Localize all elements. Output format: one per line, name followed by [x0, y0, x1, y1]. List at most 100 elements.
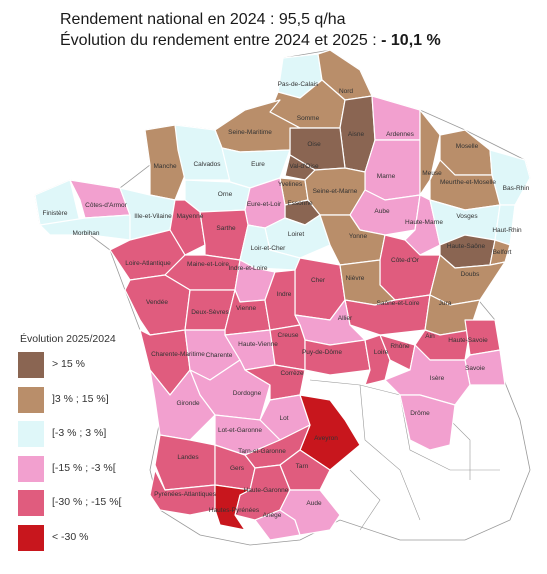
- dept-label-isere: Isère: [430, 375, 445, 382]
- dept-label-haut-rhin: Haut-Rhin: [492, 227, 522, 234]
- dept-label-yvelines: Yvelines: [278, 181, 303, 188]
- dept-label-cotes-d-armor: Côtes-d'Armor: [85, 202, 128, 209]
- dept-label-somme: Somme: [297, 115, 320, 122]
- dept-label-aisne: Aisne: [348, 131, 365, 138]
- dept-label-eure: Eure: [251, 161, 265, 168]
- dept-label-seine-maritime: Seine-Maritime: [228, 129, 272, 136]
- dept-label-puy-de-dome: Puy-de-Dôme: [302, 349, 342, 356]
- dept-label-tarn-et-garonne: Tarn-et-Garonne: [238, 448, 286, 455]
- dept-label-lot: Lot: [279, 415, 288, 422]
- dept-label-vendee: Vendée: [146, 299, 168, 306]
- dept-label-gironde: Gironde: [176, 400, 200, 407]
- dept-label-indre-et-loire: Indre-et-Loire: [228, 265, 267, 272]
- dept-label-loir-et-cher: Loir-et-Cher: [251, 245, 287, 252]
- dept-label-mayenne: Mayenne: [177, 213, 204, 220]
- dept-label-savoie: Savoie: [465, 365, 485, 372]
- dept-label-gers: Gers: [230, 465, 245, 472]
- dept-label-pas-de-calais: Pas-de-Calais: [278, 81, 320, 88]
- dept-label-manche: Manche: [153, 163, 177, 170]
- dept-label-oise: Oise: [307, 141, 321, 148]
- dept-label-deux-sevres: Deux-Sèvres: [191, 309, 229, 316]
- dept-label-maine-et-loire: Maine-et-Loire: [187, 261, 229, 268]
- dept-label-nord: Nord: [339, 88, 353, 95]
- dept-label-aveyron: Aveyron: [314, 435, 338, 442]
- dept-label-loiret: Loiret: [288, 231, 304, 238]
- dept-label-sarthe: Sarthe: [216, 225, 236, 232]
- dept-label-marne: Marne: [377, 173, 396, 180]
- dept-label-tarn: Tarn: [296, 463, 309, 470]
- south-east-borders: [309, 379, 500, 531]
- dept-drome: [399, 394, 456, 451]
- legend-swatch: [18, 455, 44, 482]
- dept-label-dordogne: Dordogne: [233, 390, 262, 397]
- dept-label-haute-saone: Haute-Saône: [447, 243, 486, 250]
- dept-label-loire-atlantique: Loire-Atlantique: [125, 260, 171, 267]
- legend-swatch: [18, 524, 44, 551]
- dept-label-creuse: Creuse: [278, 332, 299, 339]
- dept-label-indre: Indre: [277, 291, 292, 298]
- dept-label-moselle: Moselle: [456, 143, 479, 150]
- dept-label-haute-marne: Haute-Marne: [405, 219, 443, 226]
- dept-label-charente: Charente: [206, 352, 233, 359]
- dept-label-haute-garonne: Haute-Garonne: [244, 487, 289, 494]
- title-line-2: Évolution du rendement entre 2024 et 202…: [60, 32, 441, 50]
- dept-meuse: [419, 109, 441, 196]
- dept-label-cote-d-or: Côte-d'Or: [391, 257, 420, 264]
- dept-label-doubs: Doubs: [461, 271, 481, 278]
- national-evolution-value: - 10,1 %: [381, 32, 441, 49]
- dept-marne: [364, 139, 421, 201]
- dept-label-jura: Jura: [439, 300, 452, 307]
- legend-title: Évolution 2025/2024: [20, 333, 116, 345]
- dept-label-finistere: Finistère: [43, 210, 68, 217]
- legend-swatch: [18, 421, 44, 447]
- dept-label-meurthe-et-moselle: Meurthe-et-Moselle: [440, 179, 496, 186]
- dept-label-yonne: Yonne: [349, 233, 368, 240]
- dept-label-saone-et-loire: Saône-et-Loire: [377, 300, 420, 307]
- dept-label-val-d-oise: Val-d'Oise: [289, 163, 319, 170]
- dept-label-pyrenees-atlantiques: Pyrénées-Atlantiques: [154, 491, 217, 498]
- dept-label-aube: Aube: [374, 208, 390, 215]
- dept-label-vosges: Vosges: [456, 213, 478, 220]
- legend-label: > 15 %: [52, 358, 85, 370]
- dept-label-ille-et-vilaine: Ille-et-Vilaine: [134, 213, 172, 220]
- dept-landes: [154, 434, 216, 491]
- dept-pyrenees-atlantiques: [149, 469, 216, 516]
- dept-label-eure-et-loir: Eure-et-Loir: [247, 201, 282, 208]
- dept-label-bas-rhin: Bas-Rhin: [503, 185, 530, 192]
- legend-label: [-15 % ; -3 %[: [52, 461, 116, 474]
- dept-label-allier: Allier: [338, 315, 353, 322]
- legend-label: [-3 % ; 3 %]: [52, 427, 107, 439]
- dept-aude: [279, 489, 341, 536]
- legend-label: [-30 % ; -15 %[: [52, 496, 122, 508]
- legend-swatch: [18, 490, 44, 516]
- dept-label-drome: Drôme: [410, 410, 430, 417]
- dept-label-nievre: Nièvre: [346, 275, 365, 282]
- dept-label-lot-et-garonne: Lot-et-Garonne: [218, 427, 262, 434]
- dept-sarthe: [199, 209, 249, 261]
- dept-label-correze: Corrèze: [280, 370, 304, 377]
- legend-label: < -30 %: [52, 530, 89, 543]
- dept-puy-de-dome: [304, 339, 371, 376]
- dept-label-ardennes: Ardennes: [386, 131, 415, 138]
- dept-label-haute-vienne: Haute-Vienne: [238, 341, 278, 348]
- title-line-2-prefix: Évolution du rendement entre 2024 et 202…: [60, 32, 377, 49]
- dept-label-rhone: Rhône: [390, 343, 410, 350]
- dept-label-aude: Aude: [306, 500, 322, 507]
- dept-label-morbihan: Morbihan: [72, 230, 99, 237]
- dept-label-ariege: Ariège: [263, 512, 282, 519]
- dept-label-hautes-pyrenees: Hautes-Pyrénées: [209, 507, 260, 514]
- dept-label-haute-savoie: Haute-Savoie: [448, 337, 488, 344]
- legend-swatch: [18, 352, 44, 378]
- dept-label-charente-maritime: Charente-Maritime: [151, 351, 205, 358]
- dept-hautes-pyrenees: [214, 484, 251, 531]
- dept-label-vienne: Vienne: [236, 305, 257, 312]
- dept-loir-et-cher: [239, 224, 301, 271]
- legend-label: ]3 % ; 15 %]: [52, 392, 109, 405]
- dept-label-calvados: Calvados: [193, 161, 221, 168]
- dept-label-belfort: Belfort: [493, 249, 512, 256]
- dept-label-landes: Landes: [177, 454, 199, 461]
- dept-label-orne: Orne: [218, 191, 233, 198]
- dept-label-essonne: Essonne: [287, 200, 313, 207]
- dept-label-seine-et-marne: Seine-et-Marne: [313, 188, 358, 195]
